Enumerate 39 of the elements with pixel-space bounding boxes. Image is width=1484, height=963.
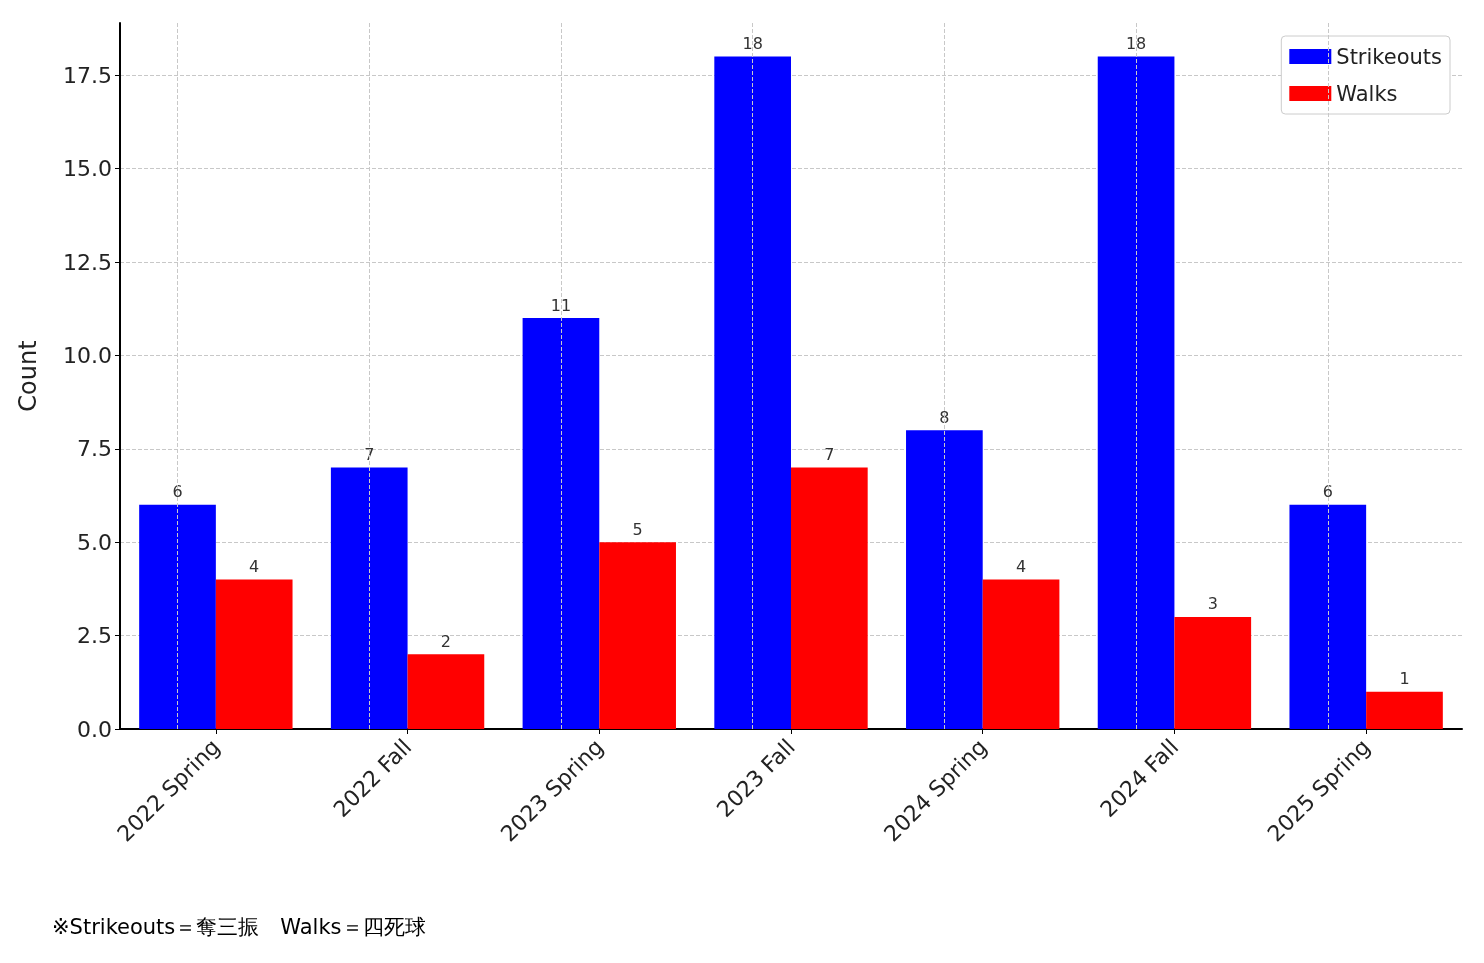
bar (1097, 56, 1175, 729)
data-label: 7 (824, 445, 835, 465)
bar (982, 579, 1060, 729)
data-label: 18 (1125, 34, 1147, 54)
bar (330, 467, 408, 729)
data-label: 3 (1207, 594, 1218, 614)
y-tick-label: 0.0 (77, 716, 112, 742)
bar (522, 318, 600, 729)
bar (1174, 616, 1252, 729)
y-tick-label: 15.0 (63, 156, 112, 182)
data-label: 8 (939, 407, 950, 427)
data-label: 18 (742, 34, 763, 54)
bar (407, 654, 485, 729)
data-label: 5 (632, 519, 643, 539)
data-label: 1 (1399, 669, 1410, 689)
bar (1289, 504, 1367, 729)
bar (1366, 691, 1443, 729)
y-tick-label: 7.5 (77, 436, 112, 462)
data-label: 6 (172, 482, 183, 502)
bar (139, 504, 216, 729)
text: ※Strikeouts＝奪三振 Walks＝四死球 (52, 914, 426, 939)
y-axis-title: Count (14, 340, 42, 412)
bar (714, 56, 791, 729)
bar (215, 579, 293, 729)
data-label: 2 (440, 631, 452, 651)
legend-label: Walks (1336, 81, 1398, 106)
legend-label: Strikeouts (1336, 44, 1443, 69)
bar (791, 467, 868, 729)
y-tick-label: 17.5 (63, 62, 112, 88)
y-tick-label: 5.0 (77, 529, 112, 555)
y-tick-label: 10.0 (63, 342, 112, 368)
bar (599, 542, 676, 729)
data-label: 4 (249, 557, 260, 577)
data-label: 11 (550, 295, 572, 315)
data-label: 6 (1322, 482, 1333, 502)
y-tick-label: 12.5 (63, 249, 112, 275)
bar (906, 430, 983, 729)
data-label: 4 (1015, 557, 1027, 577)
y-tick-label: 2.5 (77, 623, 112, 649)
